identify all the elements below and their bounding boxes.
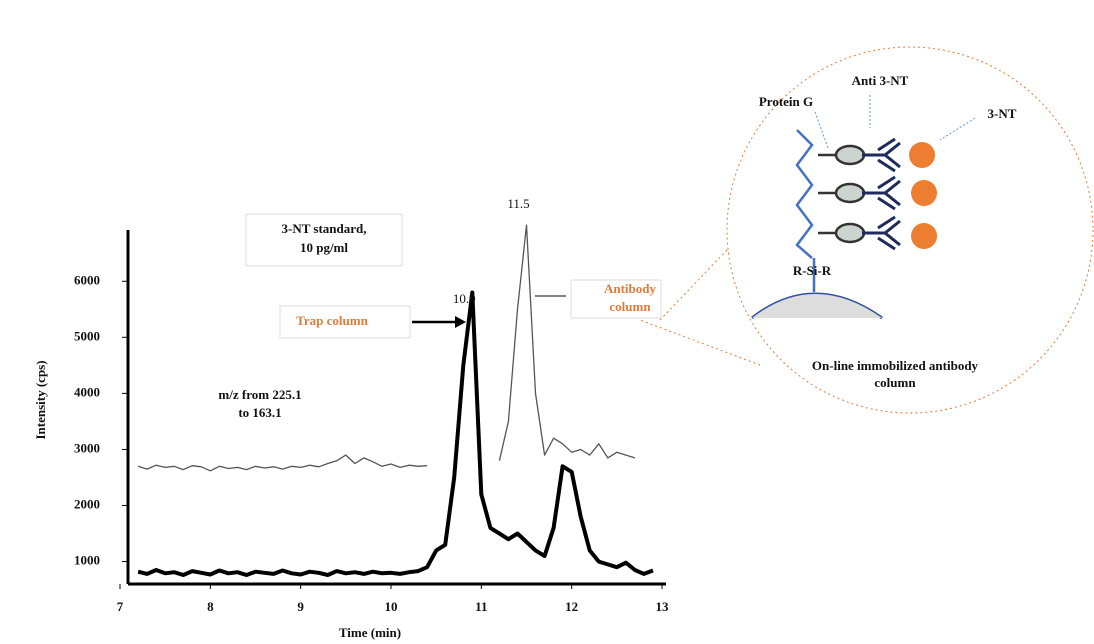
inset-label: Anti 3-NT (852, 73, 909, 88)
y-tick-label: 1000 (74, 553, 100, 568)
inset-caption: column (874, 375, 916, 390)
y-tick-label: 6000 (74, 272, 100, 287)
callout-line (660, 250, 727, 320)
arrow-head (455, 316, 466, 328)
annotation: to 163.1 (238, 405, 281, 420)
x-tick-label: 8 (207, 599, 214, 614)
annotation: 10 pg/ml (300, 240, 348, 255)
peak-label: 10.9 (453, 291, 476, 306)
peak-label: 11.5 (507, 196, 529, 211)
inset-label: 3-NT (988, 106, 1017, 121)
callout-line (640, 320, 760, 365)
chart: Protein G Anti 3-NT 3-NT R-Si-R On-line … (0, 0, 1094, 644)
x-tick-label: 9 (297, 599, 304, 614)
annotation: column (609, 299, 651, 314)
inset-caption: On-line immobilized antibody (812, 358, 979, 373)
y-axis-label: Intensity (cps) (33, 360, 48, 439)
y-tick-label: 4000 (74, 384, 100, 399)
annotation: Antibody (604, 281, 657, 296)
inset-label: Protein G (759, 94, 813, 109)
annotation: Trap column (296, 313, 368, 328)
x-tick-label: 10 (385, 599, 398, 614)
x-tick-label: 13 (656, 599, 670, 614)
x-tick-label: 7 (117, 599, 124, 614)
annotation: 3-NT standard, (281, 221, 366, 236)
y-tick-label: 2000 (74, 496, 100, 511)
inset-label: R-Si-R (793, 263, 832, 278)
x-axis-label: Time (min) (339, 625, 401, 640)
y-tick-label: 3000 (74, 440, 100, 455)
y-tick-label: 5000 (74, 328, 100, 343)
x-tick-label: 11 (475, 599, 487, 614)
annotation: m/z from 225.1 (218, 387, 301, 402)
x-tick-label: 12 (565, 599, 578, 614)
antibody-diagram (752, 95, 975, 318)
